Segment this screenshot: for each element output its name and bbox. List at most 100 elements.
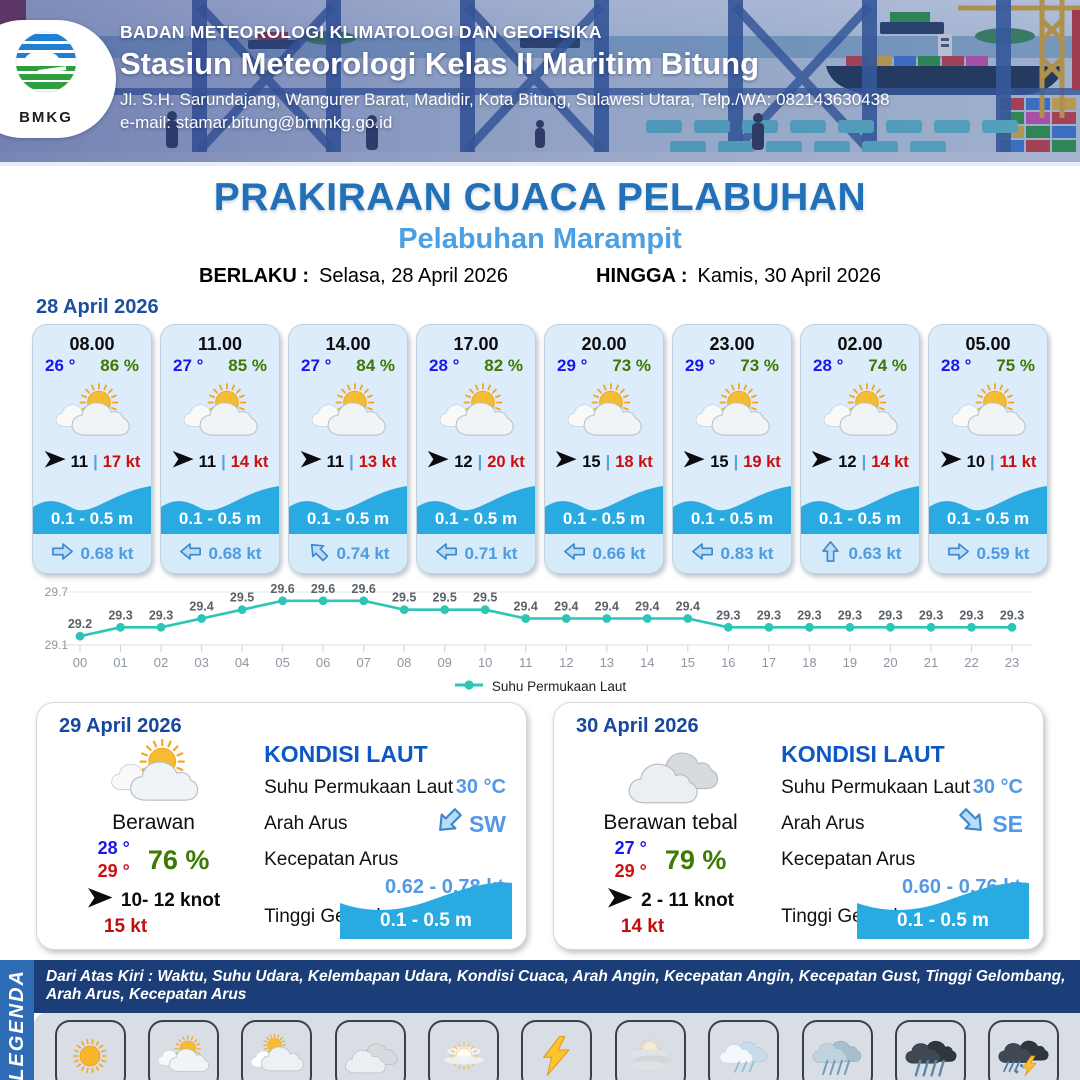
temp-min: 28 ° bbox=[97, 838, 130, 858]
svg-text:14: 14 bbox=[640, 655, 654, 670]
wind-separator: | bbox=[477, 452, 483, 471]
wave-height-band: 0.1 - 0.5 m bbox=[417, 477, 535, 534]
current-speed-label: Kecepatan Arus bbox=[781, 849, 916, 870]
bmkg-logo-text: BMKG bbox=[19, 109, 73, 126]
wave-graphic bbox=[161, 486, 279, 534]
sea-surface-temp: 30 °C bbox=[455, 776, 506, 798]
wind-separator: | bbox=[733, 452, 739, 471]
current-speed: 0.68 kt bbox=[80, 543, 134, 563]
wind-separator: | bbox=[221, 452, 226, 471]
wave-graphic bbox=[33, 486, 151, 534]
wave-graphic bbox=[673, 486, 791, 534]
legend-item: Petir bbox=[513, 1020, 601, 1080]
sea-conditions-title: KONDISI LAUT bbox=[781, 741, 945, 767]
forecast-time: 11.00 bbox=[197, 334, 243, 354]
svg-text:29.5: 29.5 bbox=[433, 591, 457, 605]
svg-text:29.6: 29.6 bbox=[270, 582, 294, 596]
current-speed: 0.59 kt bbox=[976, 543, 1030, 563]
svg-text:11: 11 bbox=[519, 655, 533, 670]
hujan-lebat-icon bbox=[895, 1020, 967, 1080]
svg-text:29.6: 29.6 bbox=[352, 582, 376, 596]
svg-text:29.2: 29.2 bbox=[68, 617, 92, 631]
current-direction: SE bbox=[992, 810, 1023, 837]
wind-gust: 20 kt bbox=[487, 452, 525, 471]
svg-text:29.4: 29.4 bbox=[189, 600, 213, 614]
svg-text:29.6: 29.6 bbox=[311, 582, 335, 596]
sst-label: Suhu Permukaan Laut bbox=[264, 776, 454, 798]
svg-text:29.3: 29.3 bbox=[757, 608, 781, 622]
wind-direction-icon bbox=[44, 451, 66, 473]
forecast-card: 17.00 28 ° 82 % 12 | 20 kt 0.1 - 0.5 m 0… bbox=[416, 324, 536, 574]
wave-height-band: 0.1 - 0.5 m bbox=[673, 477, 791, 534]
chart-legend-marker bbox=[454, 679, 484, 694]
legend-item: Berawan Tebal bbox=[326, 1020, 414, 1080]
legend-item: Cerah Berawan bbox=[139, 1020, 227, 1080]
wind-gust: 13 kt bbox=[358, 452, 397, 471]
wind-separator: | bbox=[93, 452, 98, 471]
wind-gust: 19 kt bbox=[743, 452, 781, 471]
valid-from-label: BERLAKU : bbox=[199, 265, 310, 287]
forecast-time: 08.00 bbox=[69, 334, 115, 354]
chart-legend: Suhu Permukaan Laut bbox=[0, 679, 1080, 694]
cerah-icon bbox=[54, 1020, 126, 1080]
wind-row: 11 | 14 kt bbox=[161, 451, 279, 473]
current-direction: SW bbox=[468, 810, 506, 837]
legend-item: Berawan bbox=[233, 1020, 321, 1080]
wave-height: 0.1 - 0.5 m bbox=[946, 509, 1030, 528]
forecast-card: 23.00 29 ° 73 % 15 | 19 kt 0.1 - 0.5 m 0… bbox=[672, 324, 792, 574]
legend-item: Hujan Lebat bbox=[887, 1020, 975, 1080]
wave-height: 0.1 - 0.5 m bbox=[306, 509, 390, 528]
humidity: 74 % bbox=[868, 356, 907, 375]
wind-gust: 17 kt bbox=[102, 452, 141, 471]
svg-text:16: 16 bbox=[721, 655, 735, 670]
svg-text:06: 06 bbox=[316, 655, 330, 670]
svg-text:04: 04 bbox=[235, 655, 249, 670]
svg-text:10: 10 bbox=[478, 655, 492, 670]
day-date: 30 April 2026 bbox=[576, 715, 699, 737]
wind-row: 12 | 14 kt bbox=[801, 451, 919, 473]
wind-direction-icon bbox=[555, 451, 577, 473]
sea-surface-temp: 30 °C bbox=[972, 776, 1023, 798]
wave-height: 0.1 - 0.5 m bbox=[690, 509, 774, 528]
valid-to-label: HINGGA : bbox=[596, 265, 688, 287]
wave-graphic: 0.1 - 0.5 m bbox=[857, 875, 1029, 939]
wind-speed: 11 bbox=[326, 452, 345, 471]
bmkg-logo-icon bbox=[15, 31, 77, 93]
current-direction-icon bbox=[179, 540, 202, 568]
svg-text:21: 21 bbox=[924, 655, 938, 670]
port-illustration bbox=[0, 0, 1080, 162]
air-temperature: 27 ° bbox=[173, 356, 204, 375]
current-row: 0.63 kt bbox=[801, 534, 919, 573]
weather-icon bbox=[929, 376, 1047, 450]
weather-icon bbox=[289, 376, 407, 450]
legend-section: LEGENDA Dari Atas Kiri : Waktu, Suhu Uda… bbox=[0, 960, 1080, 1080]
sst-chart-svg: 29.1 29.7 29.2 00 29.3 01 29.3 02 29.4 03 29.5 04 29… bbox=[45, 582, 1032, 670]
forecast-time: 14.00 bbox=[325, 334, 371, 354]
sst-chart: 29.1 29.7 29.2 00 29.3 01 29.3 02 29.4 03 29.5 04 29… bbox=[28, 578, 1052, 679]
current-row: 0.71 kt bbox=[417, 534, 535, 573]
svg-text:29.3: 29.3 bbox=[716, 608, 740, 622]
wind-direction-icon bbox=[940, 451, 962, 473]
wind-separator: | bbox=[861, 452, 867, 471]
wind-gust: 18 kt bbox=[615, 452, 653, 471]
current-speed: 0.68 kt bbox=[208, 543, 262, 563]
current-row: 0.83 kt bbox=[673, 534, 791, 573]
current-speed: 0.71 kt bbox=[464, 543, 518, 563]
humidity: 73 % bbox=[740, 356, 779, 375]
svg-text:29.4: 29.4 bbox=[554, 600, 578, 614]
station-email: e-mail: stamar.bitung@bmmkg.go.id bbox=[120, 113, 393, 132]
current-direction-label: Arah Arus bbox=[781, 813, 865, 834]
wind-range: 2 - 11 knot bbox=[641, 889, 734, 911]
humidity: 84 % bbox=[356, 356, 395, 375]
wave-height-band: 0.1 - 0.5 m bbox=[289, 477, 407, 534]
humidity: 86 % bbox=[100, 356, 139, 375]
forecast-time: 05.00 bbox=[965, 334, 1011, 354]
hujan-petir-icon bbox=[988, 1020, 1060, 1080]
wind-speed: 12 bbox=[838, 452, 857, 471]
header: BMKG BADAN METEOROLOGI KLIMATOLOGI DAN G… bbox=[0, 0, 1080, 166]
page-subtitle: Pelabuhan Marampit bbox=[398, 223, 682, 255]
svg-text:07: 07 bbox=[356, 655, 370, 670]
legend-item: Udara Kabur bbox=[420, 1020, 508, 1080]
wind-speed: 15 bbox=[710, 452, 729, 471]
svg-text:29.4: 29.4 bbox=[514, 600, 538, 614]
